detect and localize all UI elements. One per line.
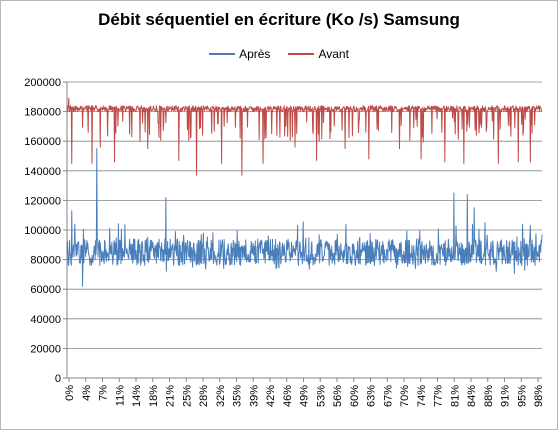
x-tick-label: 67% <box>382 385 394 407</box>
x-tick-label: 63% <box>366 385 378 407</box>
series-line-apres <box>66 148 543 287</box>
legend: Après Avant <box>0 47 558 61</box>
x-tick-label: 56% <box>332 385 344 407</box>
x-tick-label: 91% <box>500 385 512 407</box>
x-tick-label: 42% <box>265 385 277 407</box>
x-tick-label: 49% <box>299 385 311 407</box>
x-tick-label: 4% <box>81 385 93 401</box>
x-tick-label: 81% <box>449 385 461 407</box>
x-tick-label: 53% <box>315 385 327 407</box>
x-tick-label: 0% <box>64 385 76 401</box>
legend-label-avant: Avant <box>318 47 349 61</box>
x-tick-label: 77% <box>433 385 445 407</box>
legend-swatch-avant <box>288 53 315 55</box>
legend-entry-apres: Après <box>209 47 270 61</box>
y-tick-label: 180000 <box>24 107 61 119</box>
x-tick-label: 84% <box>466 385 478 407</box>
x-tick-label: 7% <box>98 385 110 401</box>
x-tick-label: 39% <box>248 385 260 407</box>
x-tick-label: 11% <box>114 385 126 406</box>
x-tick-label: 25% <box>181 385 193 407</box>
legend-entry-avant: Avant <box>288 47 349 61</box>
grid-layer <box>67 81 542 349</box>
x-tick-label: 60% <box>349 385 361 407</box>
x-tick-label: 46% <box>282 385 294 407</box>
chart-title: Débit séquentiel en écriture (Ko /s) Sam… <box>98 10 460 29</box>
y-tick-label: 100000 <box>24 225 61 237</box>
x-tick-label: 21% <box>165 385 177 407</box>
axis-layer <box>63 81 542 382</box>
x-tick-label: 28% <box>198 385 210 407</box>
y-tick-label: 80000 <box>30 255 61 267</box>
y-tick-label: 120000 <box>24 195 61 207</box>
label-layer: 0 20000 40000 60000 80000 100000 120000 140000 1… <box>24 77 545 407</box>
x-tick-label: 98% <box>533 385 545 407</box>
series-layer <box>66 97 543 287</box>
y-tick-label: 160000 <box>24 136 61 148</box>
y-tick-label: 200000 <box>24 77 61 89</box>
x-tick-label: 35% <box>232 385 244 407</box>
x-tick-label: 88% <box>483 385 495 407</box>
x-tick-label: 95% <box>516 385 528 407</box>
y-tick-label: 40000 <box>30 314 61 326</box>
legend-label-apres: Après <box>239 47 271 61</box>
x-tick-label: 32% <box>215 385 227 407</box>
y-tick-label: 140000 <box>24 166 61 178</box>
legend-swatch-apres <box>209 53 236 55</box>
x-tick-label: 74% <box>416 385 428 407</box>
series-line-avant <box>66 97 543 176</box>
x-tick-label: 18% <box>148 385 160 407</box>
y-tick-label: 60000 <box>30 284 61 296</box>
y-tick-label: 20000 <box>30 343 61 355</box>
y-tick-label: 0 <box>55 373 61 385</box>
x-tick-label: 70% <box>399 385 411 407</box>
x-tick-label: 14% <box>131 385 143 407</box>
